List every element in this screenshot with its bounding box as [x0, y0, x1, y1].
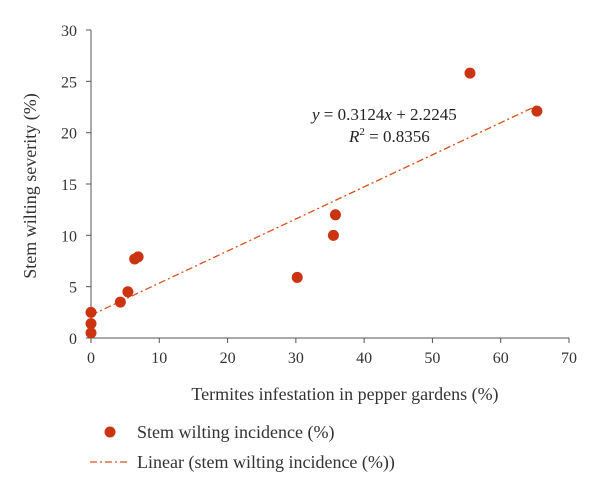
x-tick-label: 10 — [151, 350, 167, 367]
x-tick-label: 60 — [493, 350, 509, 367]
data-point — [531, 105, 543, 117]
x-tick-label: 20 — [220, 350, 236, 367]
y-tick-label: 10 — [61, 228, 77, 245]
x-tick-label: 40 — [356, 350, 372, 367]
legend-label-scatter: Stem wilting incidence (%) — [137, 422, 334, 443]
x-tick-label: 0 — [87, 350, 95, 367]
y-tick-label: 15 — [61, 177, 77, 194]
y-tick-label: 25 — [61, 74, 77, 91]
y-axis-ticks: 0 5 10 15 20 25 30 — [61, 23, 91, 348]
data-point — [329, 209, 341, 221]
y-tick-label: 5 — [69, 280, 77, 297]
r-squared-text: R2 = 0.8356 — [348, 126, 430, 146]
y-tick-label: 20 — [61, 126, 77, 143]
x-axis-ticks: 0 10 20 30 40 50 60 70 — [87, 338, 577, 367]
x-axis-title: Termites infestation in pepper gardens (… — [191, 384, 498, 405]
data-point — [132, 251, 144, 263]
data-point — [114, 296, 126, 308]
legend-marker-scatter — [104, 426, 116, 438]
y-tick-label: 30 — [61, 23, 77, 40]
data-point — [464, 67, 476, 79]
data-point — [85, 327, 97, 339]
data-point — [327, 229, 339, 241]
x-tick-label: 30 — [288, 350, 304, 367]
data-point — [85, 318, 97, 330]
y-axis-title: Stem wilting severity (%) — [20, 93, 41, 278]
axes — [90, 30, 569, 339]
x-tick-label: 50 — [424, 350, 440, 367]
data-point — [85, 306, 97, 318]
trendline-layer — [90, 105, 538, 316]
legend-label-trendline: Linear (stem wilting incidence (%)) — [137, 452, 395, 473]
trendline — [90, 105, 538, 316]
legend: Stem wilting incidence (%) Linear (stem … — [90, 422, 395, 473]
equation-text: y = 0.3124x + 2.2245 — [310, 105, 457, 124]
data-point — [122, 286, 134, 298]
y-tick-label: 0 — [69, 331, 77, 348]
data-point — [291, 271, 303, 283]
x-tick-label: 70 — [561, 350, 577, 367]
data-points — [85, 67, 543, 339]
